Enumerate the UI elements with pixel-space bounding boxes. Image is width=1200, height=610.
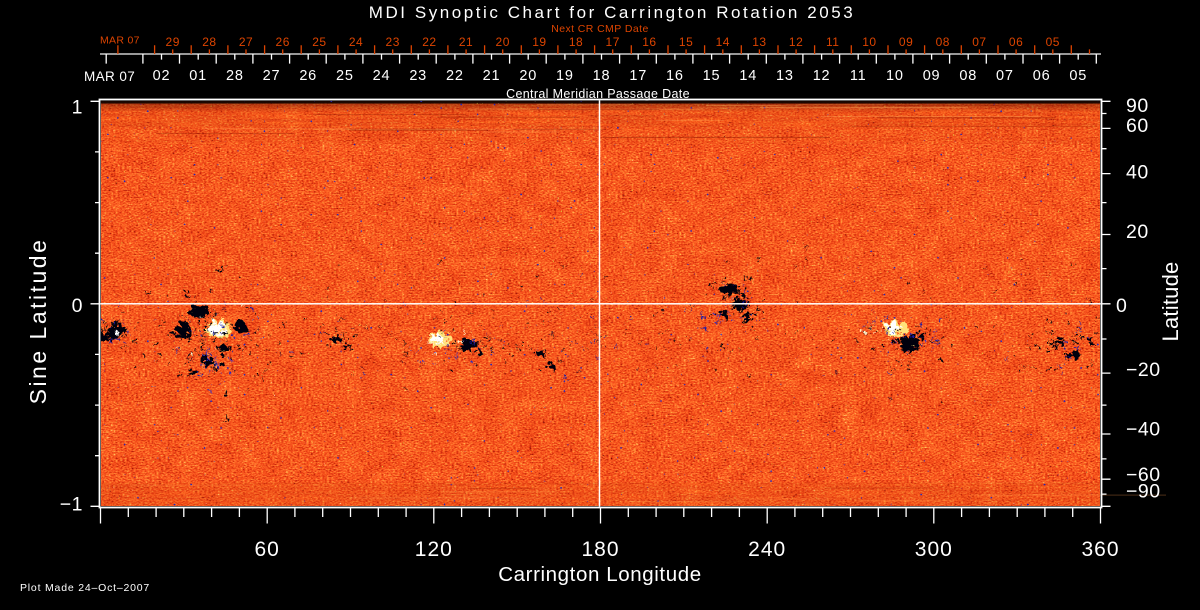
svg-text:Central Meridian Passage Date: Central Meridian Passage Date <box>506 87 690 101</box>
svg-text:07: 07 <box>972 35 986 49</box>
svg-text:11: 11 <box>826 35 839 49</box>
svg-text:Sine Latitude: Sine Latitude <box>25 238 51 405</box>
svg-text:13: 13 <box>752 35 766 49</box>
svg-text:26: 26 <box>299 68 317 84</box>
svg-text:−1: −1 <box>60 494 83 516</box>
svg-text:29: 29 <box>166 35 180 49</box>
svg-text:0: 0 <box>72 295 83 317</box>
svg-text:MDI Synoptic Chart for Carring: MDI Synoptic Chart for Carrington Rotati… <box>369 3 855 22</box>
svg-text:06: 06 <box>1009 35 1023 49</box>
svg-text:12: 12 <box>813 68 831 84</box>
svg-text:18: 18 <box>593 68 611 84</box>
svg-text:120: 120 <box>415 538 453 561</box>
svg-text:14: 14 <box>739 68 757 84</box>
svg-text:05: 05 <box>1069 68 1087 84</box>
svg-text:−60: −60 <box>1126 464 1161 486</box>
svg-text:02: 02 <box>153 68 171 84</box>
svg-text:13: 13 <box>776 68 794 84</box>
svg-text:10: 10 <box>862 35 876 49</box>
svg-text:240: 240 <box>748 538 786 561</box>
svg-text:01: 01 <box>189 68 207 84</box>
svg-text:06: 06 <box>1033 68 1051 84</box>
svg-text:11: 11 <box>850 68 867 84</box>
svg-text:17: 17 <box>629 68 647 84</box>
svg-text:23: 23 <box>386 35 400 49</box>
svg-text:MAR 07: MAR 07 <box>84 69 135 84</box>
svg-text:40: 40 <box>1126 162 1149 184</box>
svg-text:21: 21 <box>483 68 501 84</box>
svg-text:25: 25 <box>336 68 354 84</box>
svg-text:09: 09 <box>923 68 941 84</box>
svg-text:Latitude: Latitude <box>1158 262 1183 342</box>
svg-text:28: 28 <box>226 68 244 84</box>
svg-text:60: 60 <box>254 538 279 561</box>
svg-text:22: 22 <box>446 68 464 84</box>
svg-text:25: 25 <box>312 35 326 49</box>
svg-text:24: 24 <box>373 68 391 84</box>
svg-text:07: 07 <box>996 68 1014 84</box>
svg-text:16: 16 <box>666 68 684 84</box>
svg-text:28: 28 <box>202 35 216 49</box>
svg-text:08: 08 <box>936 35 950 49</box>
svg-text:12: 12 <box>789 35 803 49</box>
svg-text:300: 300 <box>915 538 953 561</box>
svg-text:27: 27 <box>263 68 281 84</box>
svg-text:14: 14 <box>716 35 730 49</box>
svg-text:21: 21 <box>459 35 473 49</box>
svg-text:−40: −40 <box>1126 419 1161 441</box>
svg-text:0: 0 <box>1116 295 1127 317</box>
svg-text:16: 16 <box>642 35 656 49</box>
svg-text:19: 19 <box>532 35 546 49</box>
svg-text:90: 90 <box>1126 95 1149 117</box>
svg-text:360: 360 <box>1081 538 1119 561</box>
svg-text:20: 20 <box>496 35 510 49</box>
svg-text:26: 26 <box>276 35 290 49</box>
svg-text:Next CR CMP Date: Next CR CMP Date <box>551 23 648 35</box>
svg-text:05: 05 <box>1046 35 1060 49</box>
svg-text:Carrington Longitude: Carrington Longitude <box>498 563 701 586</box>
svg-text:27: 27 <box>239 35 253 49</box>
svg-text:18: 18 <box>569 35 583 49</box>
svg-text:20: 20 <box>519 68 537 84</box>
svg-text:−90: −90 <box>1126 480 1161 502</box>
svg-text:1: 1 <box>72 97 83 119</box>
svg-text:22: 22 <box>422 35 436 49</box>
svg-text:24: 24 <box>349 35 363 49</box>
svg-text:08: 08 <box>959 68 977 84</box>
svg-text:180: 180 <box>581 538 619 561</box>
svg-text:−20: −20 <box>1126 359 1161 381</box>
svg-text:MAR 07: MAR 07 <box>100 35 140 47</box>
svg-text:23: 23 <box>409 68 427 84</box>
svg-text:15: 15 <box>703 68 721 84</box>
svg-text:15: 15 <box>679 35 693 49</box>
svg-text:60: 60 <box>1126 115 1149 137</box>
svg-text:20: 20 <box>1126 221 1149 243</box>
svg-text:Plot Made 24–Oct–2007: Plot Made 24–Oct–2007 <box>20 582 150 594</box>
svg-text:19: 19 <box>556 68 574 84</box>
svg-text:10: 10 <box>886 68 904 84</box>
svg-text:17: 17 <box>606 35 620 49</box>
svg-text:09: 09 <box>899 35 913 49</box>
